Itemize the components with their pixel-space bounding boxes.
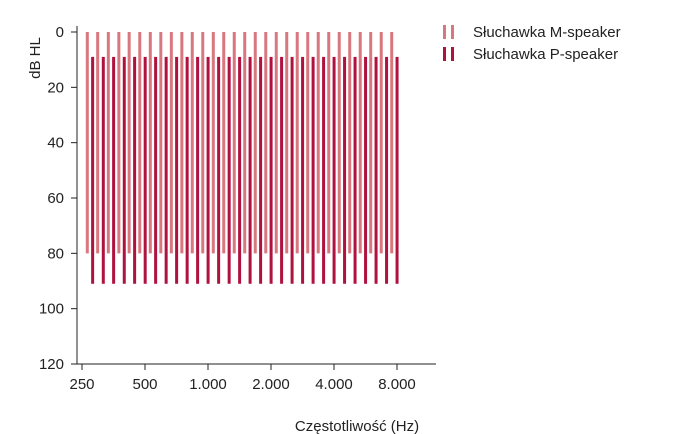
x-tick-label: 1.000 (189, 376, 227, 393)
x-axis-ticks: 250 500 1.000 2.000 4.000 8.000 (69, 364, 416, 393)
x-tick-label: 2.000 (252, 376, 290, 393)
bar-m-speaker (348, 32, 352, 254)
bar-m-speaker (285, 32, 289, 254)
bar-m-speaker (159, 32, 163, 254)
bar-p-speaker (364, 56, 368, 284)
bar-m-speaker (222, 32, 226, 254)
y-tick-label: 20 (47, 79, 64, 96)
bar-m-speaker (327, 32, 331, 254)
bar-p-speaker (385, 56, 389, 284)
bar-p-speaker (185, 56, 189, 284)
bar-p-speaker (395, 56, 399, 284)
y-tick-label: 100 (39, 301, 64, 318)
bar-p-speaker (175, 56, 179, 284)
bar-m-speaker (264, 32, 268, 254)
bar-m-speaker (390, 32, 394, 254)
legend-swatch-m-speaker (443, 25, 467, 39)
bar-m-speaker (243, 32, 247, 254)
legend: Słuchawka M-speaker Słuchawka P-speaker (443, 21, 621, 65)
bar-p-speaker (206, 56, 210, 284)
bar-m-speaker (117, 32, 121, 254)
bar-p-speaker (217, 56, 221, 284)
bar-p-speaker (353, 56, 357, 284)
bar-p-speaker (280, 56, 284, 284)
bar-m-speaker (180, 32, 184, 254)
bar-m-speaker (211, 32, 215, 254)
bar-p-speaker (133, 56, 137, 284)
x-axis-title: Częstotliwość (Hz) (295, 418, 419, 434)
legend-label-p-speaker: Słuchawka P-speaker (473, 45, 619, 63)
legend-item-m-speaker: Słuchawka M-speaker (443, 21, 621, 43)
y-axis-ticks: 0 20 40 60 80 100 120 (39, 24, 77, 373)
legend-item-p-speaker: Słuchawka P-speaker (443, 43, 621, 65)
bar-m-speaker (169, 32, 173, 254)
chart-marks (85, 32, 399, 284)
bar-m-speaker (253, 32, 257, 254)
x-tick-label: 250 (69, 376, 94, 393)
x-tick-label: 8.000 (378, 376, 416, 393)
bar-p-speaker (301, 56, 305, 284)
bar-p-speaker (269, 56, 273, 284)
bar-m-speaker (148, 32, 152, 254)
legend-label-m-speaker: Słuchawka M-speaker (473, 23, 621, 41)
bar-m-speaker (316, 32, 320, 254)
y-tick-label: 40 (47, 135, 64, 152)
bar-p-speaker (290, 56, 294, 284)
bar-m-speaker (369, 32, 373, 254)
bar-m-speaker (379, 32, 383, 254)
bar-m-speaker (337, 32, 341, 254)
bar-p-speaker (101, 56, 105, 284)
y-tick-label: 0 (56, 24, 64, 41)
bar-m-speaker (295, 32, 299, 254)
bar-m-speaker (127, 32, 131, 254)
bar-p-speaker (238, 56, 242, 284)
bar-m-speaker (358, 32, 362, 254)
bar-m-speaker (306, 32, 310, 254)
y-tick-label: 80 (47, 245, 64, 262)
bar-p-speaker (227, 56, 231, 284)
bar-m-speaker (106, 32, 110, 254)
y-tick-label: 60 (47, 190, 64, 207)
bar-p-speaker (122, 56, 126, 284)
bar-m-speaker (232, 32, 236, 254)
bar-p-speaker (248, 56, 252, 284)
bar-m-speaker (96, 32, 100, 254)
bar-m-speaker (201, 32, 205, 254)
bar-p-speaker (343, 56, 347, 284)
y-tick-label: 120 (39, 356, 64, 373)
bar-p-speaker (91, 56, 95, 284)
bar-m-speaker (85, 32, 89, 254)
bar-m-speaker (190, 32, 194, 254)
bar-m-speaker (274, 32, 278, 254)
bar-p-speaker (196, 56, 200, 284)
bar-p-speaker (154, 56, 158, 284)
y-axis-title: dB HL (27, 37, 44, 79)
bar-p-speaker (164, 56, 168, 284)
bar-m-speaker (138, 32, 142, 254)
bar-p-speaker (259, 56, 263, 284)
bar-p-speaker (374, 56, 378, 284)
bar-p-speaker (112, 56, 116, 284)
legend-swatch-p-speaker (443, 47, 467, 61)
x-tick-label: 500 (132, 376, 157, 393)
bar-p-speaker (322, 56, 326, 284)
bar-p-speaker (143, 56, 147, 284)
bar-p-speaker (332, 56, 336, 284)
x-tick-label: 4.000 (315, 376, 353, 393)
bar-p-speaker (311, 56, 315, 284)
